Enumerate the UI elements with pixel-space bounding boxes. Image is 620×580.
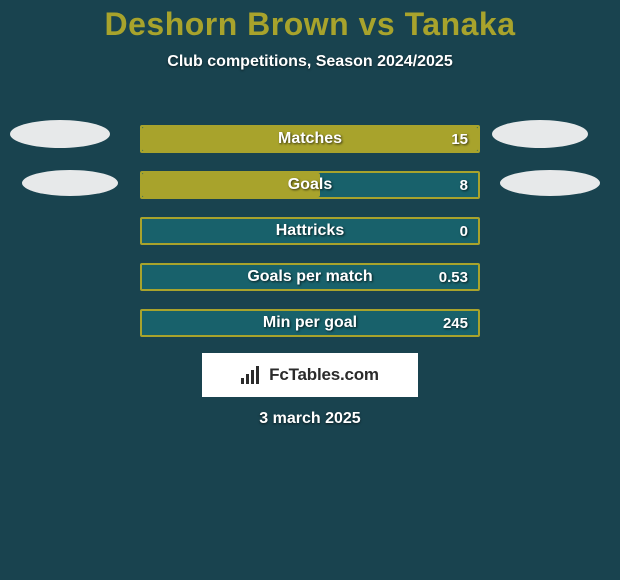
stat-value: 0 bbox=[460, 219, 468, 243]
stat-row: Hattricks0 bbox=[140, 217, 480, 245]
stat-label: Goals per match bbox=[142, 265, 478, 289]
stat-value: 0.53 bbox=[439, 265, 468, 289]
stat-label: Goals bbox=[142, 173, 478, 197]
brand-name: FcTables.com bbox=[269, 365, 379, 385]
stat-row: Goals per match0.53 bbox=[140, 263, 480, 291]
stat-value: 8 bbox=[460, 173, 468, 197]
avatar-left-2 bbox=[22, 170, 118, 196]
stat-row: Min per goal245 bbox=[140, 309, 480, 337]
avatar-right-2 bbox=[500, 170, 600, 196]
stat-row: Goals8 bbox=[140, 171, 480, 199]
brand-box: FcTables.com bbox=[202, 353, 418, 397]
comparison-infographic: Deshorn Brown vs Tanaka Club competition… bbox=[0, 0, 620, 580]
stat-label: Hattricks bbox=[142, 219, 478, 243]
stat-value: 15 bbox=[451, 127, 468, 151]
date-label: 3 march 2025 bbox=[0, 410, 620, 428]
stats-bars: Matches15 Goals8 Hattricks0 Goals per match… bbox=[140, 125, 480, 355]
stat-row: Matches15 bbox=[140, 125, 480, 153]
bar-chart-icon bbox=[241, 366, 263, 384]
stat-label: Min per goal bbox=[142, 311, 478, 335]
avatar-left-1 bbox=[10, 120, 110, 148]
stat-value: 245 bbox=[443, 311, 468, 335]
avatar-right-1 bbox=[492, 120, 588, 148]
page-subtitle: Club competitions, Season 2024/2025 bbox=[0, 53, 620, 71]
page-title: Deshorn Brown vs Tanaka bbox=[0, 0, 620, 43]
stat-label: Matches bbox=[142, 127, 478, 151]
